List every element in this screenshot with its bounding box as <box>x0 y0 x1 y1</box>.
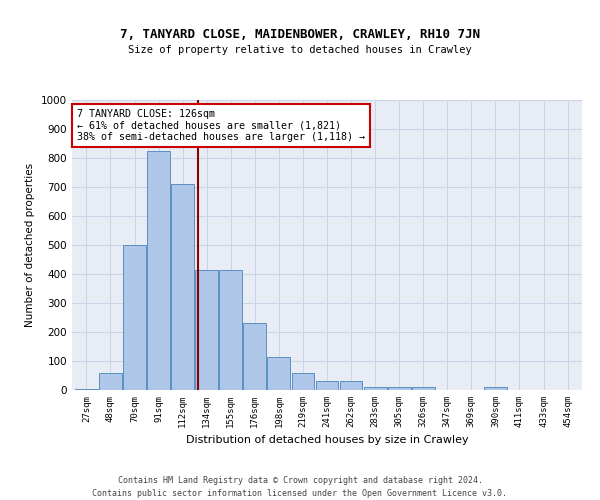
Bar <box>171 184 194 390</box>
Bar <box>484 387 507 390</box>
Bar <box>364 387 386 390</box>
Bar <box>244 324 266 390</box>
Bar <box>412 387 434 390</box>
Text: Size of property relative to detached houses in Crawley: Size of property relative to detached ho… <box>128 45 472 55</box>
Bar <box>292 372 314 390</box>
Bar <box>316 382 338 390</box>
Text: 7, TANYARD CLOSE, MAIDENBOWER, CRAWLEY, RH10 7JN: 7, TANYARD CLOSE, MAIDENBOWER, CRAWLEY, … <box>120 28 480 40</box>
Bar <box>340 382 362 390</box>
Bar <box>147 151 170 390</box>
Bar <box>268 356 290 390</box>
Bar <box>99 372 122 390</box>
Bar <box>388 387 410 390</box>
X-axis label: Distribution of detached houses by size in Crawley: Distribution of detached houses by size … <box>185 436 469 446</box>
Bar <box>123 245 146 390</box>
Text: Contains HM Land Registry data © Crown copyright and database right 2024.
Contai: Contains HM Land Registry data © Crown c… <box>92 476 508 498</box>
Bar <box>75 388 98 390</box>
Bar <box>195 270 218 390</box>
Y-axis label: Number of detached properties: Number of detached properties <box>25 163 35 327</box>
Bar <box>220 270 242 390</box>
Text: 7 TANYARD CLOSE: 126sqm
← 61% of detached houses are smaller (1,821)
38% of semi: 7 TANYARD CLOSE: 126sqm ← 61% of detache… <box>77 108 365 142</box>
